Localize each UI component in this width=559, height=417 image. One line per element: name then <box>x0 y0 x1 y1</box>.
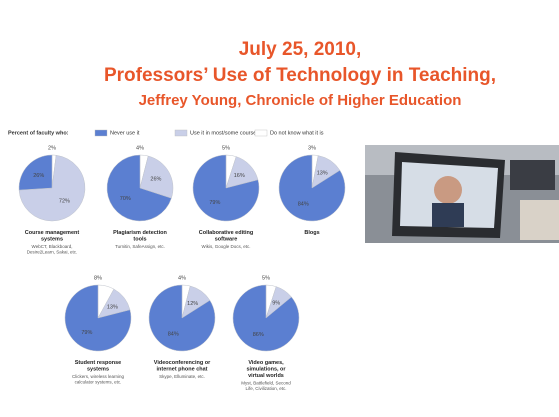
value-label: 86% <box>253 332 264 338</box>
value-label: 4% <box>136 145 144 151</box>
title-line: Jeffrey Young, Chronicle of Higher Educa… <box>139 92 462 109</box>
pie-title: Collaborative editing software <box>199 230 253 243</box>
value-label: 12% <box>187 301 198 307</box>
pie-subtitle: WebCT, Blackboard, Desire2Learn, Sakai, e… <box>27 244 78 255</box>
pie-slice <box>139 155 174 199</box>
value-label: 8% <box>94 275 102 281</box>
value-label: 70% <box>120 196 131 202</box>
pie-title: Videoconferencing or internet phone chat <box>154 360 211 373</box>
pie-slice <box>232 284 300 352</box>
pie-slice <box>278 154 346 222</box>
legend-swatch <box>174 129 188 137</box>
pie-title: Plagiarism detection tools <box>113 230 167 243</box>
pie-title: Blogs <box>304 230 319 236</box>
value-label: 16% <box>234 173 245 179</box>
value-label: 2% <box>48 145 56 151</box>
value-label: 13% <box>107 304 118 310</box>
pie-slice <box>148 284 216 352</box>
pie-subtitle: Turnitin, SafeAssign, etc. <box>115 244 165 249</box>
legend-label: Use it in most/some courses <box>190 130 259 136</box>
legend-label: Never use it <box>110 130 140 136</box>
value-label: 26% <box>150 177 161 183</box>
value-label: 3% <box>308 145 316 151</box>
value-label: 72% <box>59 199 70 205</box>
value-label: 79% <box>209 200 220 206</box>
value-label: 84% <box>168 331 179 337</box>
pie-subtitle: Skype, Elluminate, etc. <box>159 374 205 379</box>
title-line: Professors’ Use of Technology in Teachin… <box>104 65 496 86</box>
value-label: 5% <box>222 145 230 151</box>
pie-subtitle: Clickers, wireless learning calculator sy… <box>72 374 125 385</box>
pie-title: Video games, simulations, or virtual world… <box>246 360 286 379</box>
value-label: 79% <box>81 330 92 336</box>
value-label: 4% <box>178 275 186 281</box>
pie-slice <box>18 154 53 191</box>
value-label: 9% <box>272 300 280 306</box>
pie-title: Student response systems <box>75 360 121 373</box>
pie-slice <box>106 154 172 222</box>
pie-subtitle: Wikis, Google Docs, etc. <box>201 244 250 249</box>
photo <box>365 145 559 243</box>
value-label: 13% <box>317 170 328 176</box>
value-label: 5% <box>262 275 270 281</box>
legend-swatch <box>94 129 108 137</box>
legend-title: Percent of faculty who: <box>8 130 69 136</box>
pie-title: Course management systems <box>25 230 80 243</box>
pie-slice <box>64 284 132 352</box>
pie-subtitle: Myst, Battlefield, Second Life, Civilizat… <box>241 381 291 392</box>
legend-swatch <box>254 129 268 137</box>
pie-slice <box>192 154 260 222</box>
legend-label: Do not know what it is <box>270 130 324 136</box>
title-line: July 25, 2010, <box>239 39 362 60</box>
value-label: 84% <box>298 201 309 207</box>
value-label: 26% <box>33 173 44 179</box>
